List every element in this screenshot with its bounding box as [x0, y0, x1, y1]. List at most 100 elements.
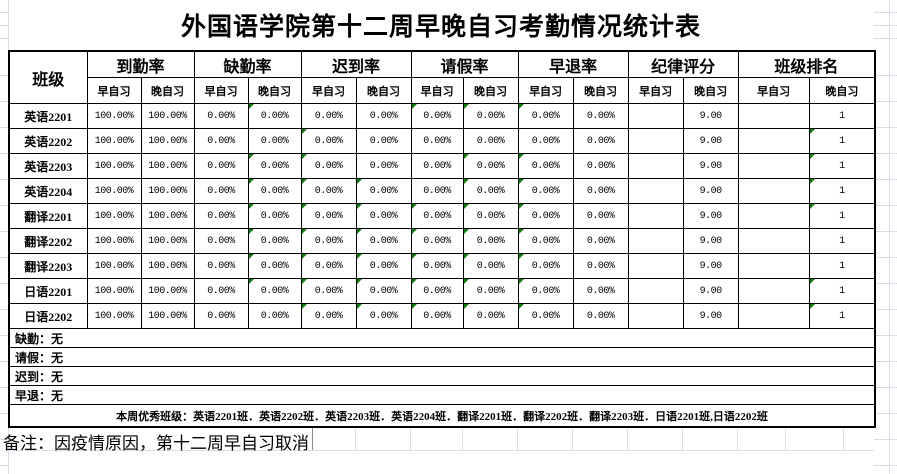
- class-row-header[interactable]: 日语2201: [8, 278, 88, 304]
- data-cell[interactable]: 100.00%: [140, 153, 195, 179]
- note-cell-early-leave[interactable]: 早退：无: [8, 385, 876, 405]
- data-cell[interactable]: 0.00%: [572, 178, 629, 204]
- data-cell[interactable]: 9.00: [682, 203, 739, 229]
- data-cell green-corner-triangle-icon[interactable]: 0.00%: [410, 103, 464, 129]
- data-cell green-corner-triangle-icon[interactable]: 0.00%: [300, 278, 357, 304]
- data-cell[interactable]: 9.00: [682, 303, 739, 329]
- data-cell[interactable]: 0.00%: [572, 153, 629, 179]
- data-cell[interactable]: 0.00%: [572, 228, 629, 254]
- data-cell[interactable]: 1: [808, 103, 876, 129]
- data-cell[interactable]: 100.00%: [140, 103, 195, 129]
- data-cell green-corner-triangle-icon[interactable]: 0.00%: [247, 203, 302, 229]
- data-cell green-corner-triangle-icon[interactable]: 0.00%: [355, 178, 412, 204]
- data-cell green-corner-triangle-icon[interactable]: 0.00%: [517, 103, 574, 129]
- data-cell green-corner-triangle-icon[interactable]: 0.00%: [300, 303, 357, 329]
- remark-row[interactable]: 备注：因疫情原因，第十二周早自习取消: [3, 428, 874, 453]
- data-cell[interactable]: 100.00%: [86, 228, 142, 254]
- group-header-class-ranking[interactable]: 班级排名: [737, 50, 876, 78]
- data-cell[interactable]: 9.00: [682, 278, 739, 304]
- data-cell[interactable]: [627, 178, 684, 204]
- subheader-morning-attendance-rate[interactable]: 早自习: [86, 77, 142, 104]
- data-cell[interactable]: 100.00%: [86, 303, 142, 329]
- data-cell green-corner-triangle-icon[interactable]: 0.00%: [517, 303, 574, 329]
- data-cell green-corner-triangle-icon[interactable]: 0.00%: [355, 278, 412, 304]
- subheader-morning-leave-rate[interactable]: 早自习: [410, 77, 464, 104]
- data-cell[interactable]: [627, 128, 684, 154]
- data-cell[interactable]: 9.00: [682, 153, 739, 179]
- data-cell[interactable]: 0.00%: [193, 253, 249, 279]
- data-cell green-corner-triangle-icon[interactable]: 0.00%: [247, 228, 302, 254]
- data-cell[interactable]: 100.00%: [140, 178, 195, 204]
- subheader-evening-attendance-rate[interactable]: 晚自习: [140, 77, 195, 104]
- data-cell[interactable]: [737, 203, 810, 229]
- data-cell[interactable]: [737, 253, 810, 279]
- data-cell[interactable]: 9.00: [682, 103, 739, 129]
- data-cell[interactable]: 0.00%: [193, 178, 249, 204]
- data-cell[interactable]: 0.00%: [517, 128, 574, 154]
- data-cell[interactable]: [627, 228, 684, 254]
- data-cell[interactable]: [627, 278, 684, 304]
- data-cell[interactable]: [627, 103, 684, 129]
- data-cell[interactable]: [737, 228, 810, 254]
- note-cell-leave[interactable]: 请假：无: [8, 347, 876, 367]
- data-cell[interactable]: [627, 203, 684, 229]
- data-cell[interactable]: 100.00%: [86, 178, 142, 204]
- group-header-attendance-rate[interactable]: 到勤率: [86, 50, 195, 78]
- data-cell green-corner-triangle-icon[interactable]: 0.00%: [355, 203, 412, 229]
- data-cell[interactable]: 0.00%: [247, 128, 302, 154]
- subheader-evening-early-leave-rate[interactable]: 晚自习: [572, 77, 629, 104]
- data-cell green-corner-triangle-icon[interactable]: 0.00%: [410, 303, 464, 329]
- class-row-header[interactable]: 翻译2203: [8, 253, 88, 279]
- data-cell green-corner-triangle-icon[interactable]: 0.00%: [247, 253, 302, 279]
- data-cell green-corner-triangle-icon[interactable]: 1: [808, 278, 876, 304]
- data-cell[interactable]: [627, 253, 684, 279]
- group-header-early-leave-rate[interactable]: 早退率: [517, 50, 629, 78]
- data-cell[interactable]: [737, 278, 810, 304]
- data-cell[interactable]: [737, 128, 810, 154]
- data-cell[interactable]: 0.00%: [193, 153, 249, 179]
- data-cell green-corner-triangle-icon[interactable]: 0.00%: [462, 178, 519, 204]
- data-cell[interactable]: 100.00%: [86, 278, 142, 304]
- data-cell[interactable]: 9.00: [682, 128, 739, 154]
- class-row-header[interactable]: 英语2202: [8, 128, 88, 154]
- data-cell[interactable]: [627, 303, 684, 329]
- data-cell green-corner-triangle-icon[interactable]: 0.00%: [462, 203, 519, 229]
- data-cell green-corner-triangle-icon[interactable]: 0.00%: [517, 203, 574, 229]
- data-cell[interactable]: 100.00%: [86, 128, 142, 154]
- data-cell green-corner-triangle-icon[interactable]: 0.00%: [247, 103, 302, 129]
- data-cell[interactable]: 0.00%: [355, 128, 412, 154]
- subheader-morning-class-ranking[interactable]: 早自习: [737, 77, 810, 104]
- data-cell[interactable]: 9.00: [682, 228, 739, 254]
- data-cell green-corner-triangle-icon[interactable]: 0.00%: [300, 128, 357, 154]
- subheader-evening-late-rate[interactable]: 晚自习: [355, 77, 412, 104]
- data-cell[interactable]: 100.00%: [140, 303, 195, 329]
- data-cell[interactable]: 0.00%: [572, 303, 629, 329]
- data-cell green-corner-triangle-icon[interactable]: 1: [808, 178, 876, 204]
- data-cell[interactable]: 0.00%: [572, 203, 629, 229]
- data-cell green-corner-triangle-icon[interactable]: 0.00%: [247, 153, 302, 179]
- class-row-header[interactable]: 翻译2201: [8, 203, 88, 229]
- data-cell[interactable]: 100.00%: [86, 103, 142, 129]
- class-row-header[interactable]: 翻译2202: [8, 228, 88, 254]
- data-cell[interactable]: 0.00%: [193, 278, 249, 304]
- excellent-classes-cell[interactable]: 本周优秀班级：英语2201班．英语2202班．英语2203班．英语2204班．翻…: [8, 404, 876, 428]
- data-cell[interactable]: 0.00%: [300, 103, 357, 129]
- data-cell[interactable]: 0.00%: [193, 228, 249, 254]
- data-cell green-corner-triangle-icon[interactable]: 0.00%: [517, 153, 574, 179]
- data-cell[interactable]: 0.00%: [462, 128, 519, 154]
- subheader-morning-absence-rate[interactable]: 早自习: [193, 77, 249, 104]
- data-cell green-corner-triangle-icon[interactable]: 0.00%: [517, 178, 574, 204]
- data-cell[interactable]: 0.00%: [410, 153, 464, 179]
- data-cell green-corner-triangle-icon[interactable]: 0.00%: [247, 178, 302, 204]
- column-header-class[interactable]: 班级: [8, 50, 88, 104]
- data-cell[interactable]: [737, 303, 810, 329]
- data-cell[interactable]: 0.00%: [247, 303, 302, 329]
- data-cell[interactable]: [627, 153, 684, 179]
- data-cell green-corner-triangle-icon[interactable]: 0.00%: [462, 228, 519, 254]
- data-cell[interactable]: 0.00%: [572, 103, 629, 129]
- data-cell green-corner-triangle-icon[interactable]: 0.00%: [300, 178, 357, 204]
- data-cell[interactable]: 100.00%: [140, 228, 195, 254]
- data-cell[interactable]: 100.00%: [86, 203, 142, 229]
- data-cell green-corner-triangle-icon[interactable]: 0.00%: [462, 253, 519, 279]
- data-cell[interactable]: 100.00%: [86, 153, 142, 179]
